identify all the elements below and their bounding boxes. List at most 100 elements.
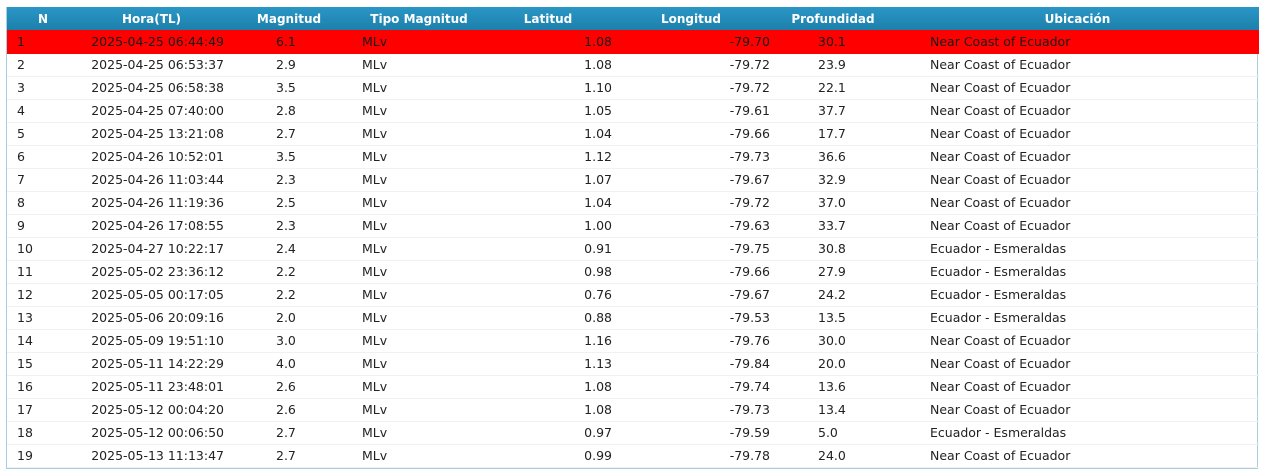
cell-latitud: 1.16 — [484, 329, 612, 353]
header-n[interactable]: N — [7, 7, 79, 30]
cell-profundidad: 37.7 — [770, 99, 896, 123]
cell-magnitud: 2.7 — [224, 444, 354, 468]
cell-longitud: -79.75 — [612, 237, 770, 261]
table-row[interactable]: 2 2025-04-25 06:53:37 2.9 MLv 1.08 -79.72 23.9… — [7, 53, 1259, 77]
cell-ubicacion: Ecuador - Esmeraldas — [896, 237, 1259, 261]
cell-longitud: -79.67 — [612, 283, 770, 307]
cell-hora: 2025-04-26 11:19:36 — [79, 191, 224, 215]
table-row[interactable]: 19 2025-05-13 11:13:47 2.7 MLv 0.99 -79.78 24.… — [7, 444, 1259, 468]
table-row[interactable]: 12 2025-05-05 00:17:05 2.2 MLv 0.76 -79.67 24.… — [7, 283, 1259, 307]
cell-longitud: -79.72 — [612, 191, 770, 215]
cell-n: 10 — [7, 237, 79, 261]
table-row[interactable]: 11 2025-05-02 23:36:12 2.2 MLv 0.98 -79.66 27.… — [7, 260, 1259, 284]
cell-n: 14 — [7, 329, 79, 353]
cell-profundidad: 24.2 — [770, 283, 896, 307]
cell-n: 11 — [7, 260, 79, 284]
cell-ubicacion: Near Coast of Ecuador — [896, 191, 1259, 215]
cell-tipo-magnitud: MLv — [354, 76, 484, 100]
cell-profundidad: 27.9 — [770, 260, 896, 284]
cell-ubicacion: Near Coast of Ecuador — [896, 398, 1259, 422]
cell-profundidad: 17.7 — [770, 122, 896, 146]
cell-longitud: -79.67 — [612, 168, 770, 192]
cell-latitud: 0.98 — [484, 260, 612, 284]
table-row[interactable]: 15 2025-05-11 14:22:29 4.0 MLv 1.13 -79.84 20.… — [7, 352, 1259, 376]
cell-tipo-magnitud: MLv — [354, 99, 484, 123]
cell-hora: 2025-04-25 06:44:49 — [79, 30, 224, 54]
cell-tipo-magnitud: MLv — [354, 122, 484, 146]
cell-n: 1 — [7, 30, 79, 54]
table-row[interactable]: 9 2025-04-26 17:08:55 2.3 MLv 1.00 -79.63 33.7… — [7, 214, 1259, 238]
cell-longitud: -79.74 — [612, 375, 770, 399]
cell-n: 17 — [7, 398, 79, 422]
header-magnitud[interactable]: Magnitud — [224, 7, 354, 30]
cell-tipo-magnitud: MLv — [354, 214, 484, 238]
header-tipo-magnitud[interactable]: Tipo Magnitud — [354, 7, 484, 30]
header-latitud[interactable]: Latitud — [484, 7, 612, 30]
cell-magnitud: 3.0 — [224, 329, 354, 353]
cell-profundidad: 13.6 — [770, 375, 896, 399]
cell-n: 12 — [7, 283, 79, 307]
cell-latitud: 1.08 — [484, 375, 612, 399]
cell-magnitud: 2.6 — [224, 375, 354, 399]
cell-tipo-magnitud: MLv — [354, 306, 484, 330]
header-longitud[interactable]: Longitud — [612, 7, 770, 30]
table-row[interactable]: 17 2025-05-12 00:04:20 2.6 MLv 1.08 -79.73 13.… — [7, 398, 1259, 422]
cell-ubicacion: Ecuador - Esmeraldas — [896, 260, 1259, 284]
cell-latitud: 0.76 — [484, 283, 612, 307]
header-ubicacion[interactable]: Ubicación — [896, 7, 1259, 30]
cell-latitud: 1.08 — [484, 53, 612, 77]
cell-ubicacion: Ecuador - Esmeraldas — [896, 283, 1259, 307]
table-row[interactable]: 6 2025-04-26 10:52:01 3.5 MLv 1.12 -79.73 36.6… — [7, 145, 1259, 169]
table-row[interactable]: 3 2025-04-25 06:58:38 3.5 MLv 1.10 -79.72 22.1… — [7, 76, 1259, 100]
header-profundidad[interactable]: Profundidad — [770, 7, 896, 30]
cell-magnitud: 2.9 — [224, 53, 354, 77]
cell-longitud: -79.73 — [612, 398, 770, 422]
cell-magnitud: 2.2 — [224, 260, 354, 284]
cell-latitud: 1.08 — [484, 398, 612, 422]
cell-hora: 2025-05-06 20:09:16 — [79, 306, 224, 330]
table-row[interactable]: 10 2025-04-27 10:22:17 2.4 MLv 0.91 -79.75 30.… — [7, 237, 1259, 261]
cell-tipo-magnitud: MLv — [354, 352, 484, 376]
cell-profundidad: 24.0 — [770, 444, 896, 468]
cell-latitud: 1.08 — [484, 30, 612, 54]
cell-latitud: 1.04 — [484, 122, 612, 146]
cell-n: 15 — [7, 352, 79, 376]
cell-ubicacion: Near Coast of Ecuador — [896, 329, 1259, 353]
cell-tipo-magnitud: MLv — [354, 260, 484, 284]
cell-n: 5 — [7, 122, 79, 146]
cell-n: 6 — [7, 145, 79, 169]
cell-magnitud: 2.2 — [224, 283, 354, 307]
cell-hora: 2025-04-25 07:40:00 — [79, 99, 224, 123]
cell-profundidad: 32.9 — [770, 168, 896, 192]
table-row[interactable]: 16 2025-05-11 23:48:01 2.6 MLv 1.08 -79.74 13.… — [7, 375, 1259, 399]
cell-longitud: -79.84 — [612, 352, 770, 376]
cell-longitud: -79.72 — [612, 53, 770, 77]
cell-n: 9 — [7, 214, 79, 238]
cell-tipo-magnitud: MLv — [354, 145, 484, 169]
cell-magnitud: 2.5 — [224, 191, 354, 215]
cell-tipo-magnitud: MLv — [354, 329, 484, 353]
cell-hora: 2025-05-12 00:06:50 — [79, 421, 224, 445]
table-row[interactable]: 14 2025-05-09 19:51:10 3.0 MLv 1.16 -79.76 30.… — [7, 329, 1259, 353]
table-header-row: N Hora(TL) Magnitud Tipo Magnitud Latitu… — [7, 7, 1259, 30]
cell-hora: 2025-05-13 11:13:47 — [79, 444, 224, 468]
table-row[interactable]: 7 2025-04-26 11:03:44 2.3 MLv 1.07 -79.67 32.9… — [7, 168, 1259, 192]
cell-ubicacion: Near Coast of Ecuador — [896, 145, 1259, 169]
cell-tipo-magnitud: MLv — [354, 444, 484, 468]
table-row[interactable]: 8 2025-04-26 11:19:36 2.5 MLv 1.04 -79.72 37.0… — [7, 191, 1259, 215]
table-row[interactable]: 4 2025-04-25 07:40:00 2.8 MLv 1.05 -79.61 37.7… — [7, 99, 1259, 123]
cell-longitud: -79.66 — [612, 260, 770, 284]
cell-hora: 2025-05-11 14:22:29 — [79, 352, 224, 376]
header-hora[interactable]: Hora(TL) — [79, 7, 224, 30]
cell-n: 7 — [7, 168, 79, 192]
table-row[interactable]: 5 2025-04-25 13:21:08 2.7 MLv 1.04 -79.66 17.7… — [7, 122, 1259, 146]
table-row[interactable]: 13 2025-05-06 20:09:16 2.0 MLv 0.88 -79.53 13.… — [7, 306, 1259, 330]
cell-longitud: -79.53 — [612, 306, 770, 330]
table-row[interactable]: 18 2025-05-12 00:06:50 2.7 MLv 0.97 -79.59 5.0… — [7, 421, 1259, 445]
cell-profundidad: 30.0 — [770, 329, 896, 353]
table-row[interactable]: 1 2025-04-25 06:44:49 6.1 MLv 1.08 -79.70 30.1… — [7, 30, 1259, 54]
earthquake-table-container: N Hora(TL) Magnitud Tipo Magnitud Latitu… — [6, 7, 1259, 469]
cell-n: 16 — [7, 375, 79, 399]
cell-hora: 2025-05-12 00:04:20 — [79, 398, 224, 422]
cell-hora: 2025-05-09 19:51:10 — [79, 329, 224, 353]
